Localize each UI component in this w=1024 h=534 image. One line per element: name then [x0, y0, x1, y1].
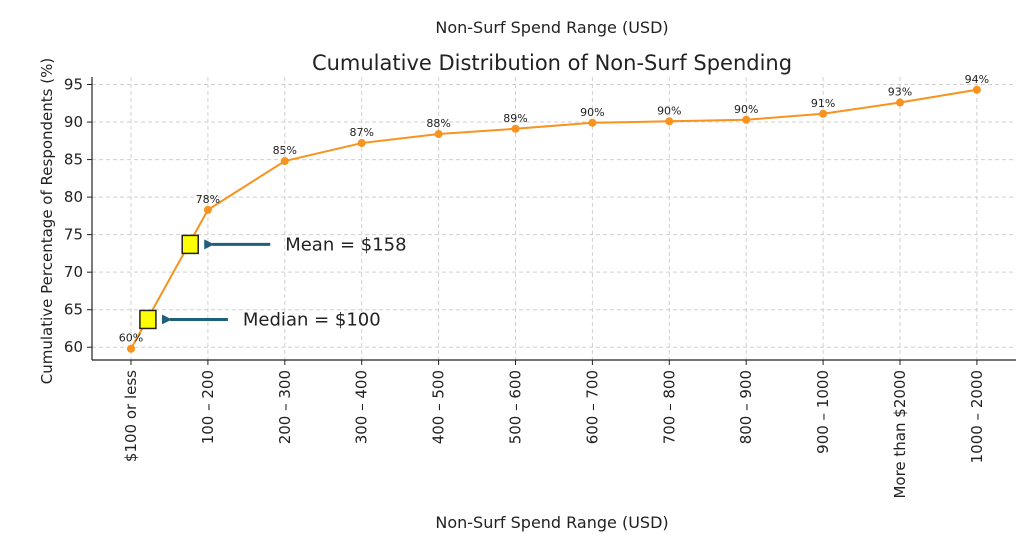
- y-ticks: 60 65 70 75 80 85 90 95: [64, 76, 92, 356]
- data-point: [819, 109, 828, 118]
- median-annotation-text: Median = $100: [243, 309, 381, 330]
- x-tick-label: 1000 – 2000: [968, 370, 986, 463]
- y-tick-label: 90: [64, 113, 83, 131]
- series-line: [130, 88, 978, 350]
- x-tick-label: 300 – 400: [353, 370, 371, 444]
- y-tick-label: 70: [64, 263, 83, 281]
- data-point: [357, 139, 366, 148]
- data-label: 85%: [273, 144, 297, 157]
- x-tick-label: $100 or less: [122, 370, 140, 462]
- x-ticks: $100 or less 100 – 200 200 – 300 300 – 400 4…: [122, 360, 986, 499]
- x-axis-label: Non-Surf Spend Range (USD): [435, 513, 668, 532]
- y-axis-label: Cumulative Percentage of Respondents (%): [38, 58, 56, 384]
- data-label: 91%: [811, 97, 835, 110]
- y-tick-label: 75: [64, 226, 83, 244]
- x-tick-label: 200 – 300: [276, 370, 294, 444]
- x-tick-label: 100 – 200: [199, 370, 217, 444]
- y-tick-label: 85: [64, 151, 83, 169]
- mean-marker: [181, 234, 199, 255]
- data-point: [588, 118, 597, 127]
- y-tick-label: 60: [64, 338, 83, 356]
- data-label: 90%: [657, 104, 681, 117]
- mean-annotation-text: Mean = $158: [285, 234, 406, 255]
- data-label: 60%: [119, 332, 143, 345]
- median-marker: [139, 309, 157, 330]
- data-label: 89%: [503, 112, 527, 125]
- series-line-group: 60% 78% 85% 87% 88% 89% 90% 90% 90% 91% 93% 94%: [119, 73, 989, 353]
- x-tick-label: 400 – 500: [430, 370, 448, 444]
- top-axis-label: Non-Surf Spend Range (USD): [435, 18, 668, 37]
- data-point: [972, 85, 981, 94]
- data-point: [434, 130, 443, 139]
- x-tick-label: 800 – 900: [737, 370, 755, 444]
- data-point: [203, 205, 212, 214]
- data-point: [511, 124, 520, 133]
- data-label: 90%: [580, 106, 604, 119]
- data-label: 90%: [734, 103, 758, 116]
- data-point: [742, 115, 751, 124]
- x-tick-label: 500 – 600: [507, 370, 525, 444]
- y-tick-label: 65: [64, 301, 83, 319]
- data-label: 87%: [349, 126, 373, 139]
- y-tick-label: 80: [64, 188, 83, 206]
- x-tick-label: More than $2000: [891, 370, 909, 499]
- data-point: [280, 157, 289, 166]
- data-point: [127, 344, 135, 353]
- x-tick-label: 700 – 800: [660, 370, 678, 444]
- data-point: [896, 98, 904, 107]
- x-tick-label: 600 – 700: [583, 370, 601, 444]
- y-tick-label: 95: [64, 76, 83, 94]
- axes: [91, 77, 1016, 361]
- data-point: [665, 117, 674, 126]
- data-label: 88%: [426, 117, 450, 130]
- x-tick-label: 900 – 1000: [814, 370, 832, 454]
- annotations: Mean = $158 Median = $100: [139, 234, 407, 330]
- grid: [92, 77, 1016, 360]
- chart-title: Cumulative Distribution of Non-Surf Spen…: [312, 51, 792, 75]
- data-label: 94%: [965, 73, 989, 86]
- data-label: 93%: [888, 86, 912, 99]
- data-label: 78%: [196, 193, 220, 206]
